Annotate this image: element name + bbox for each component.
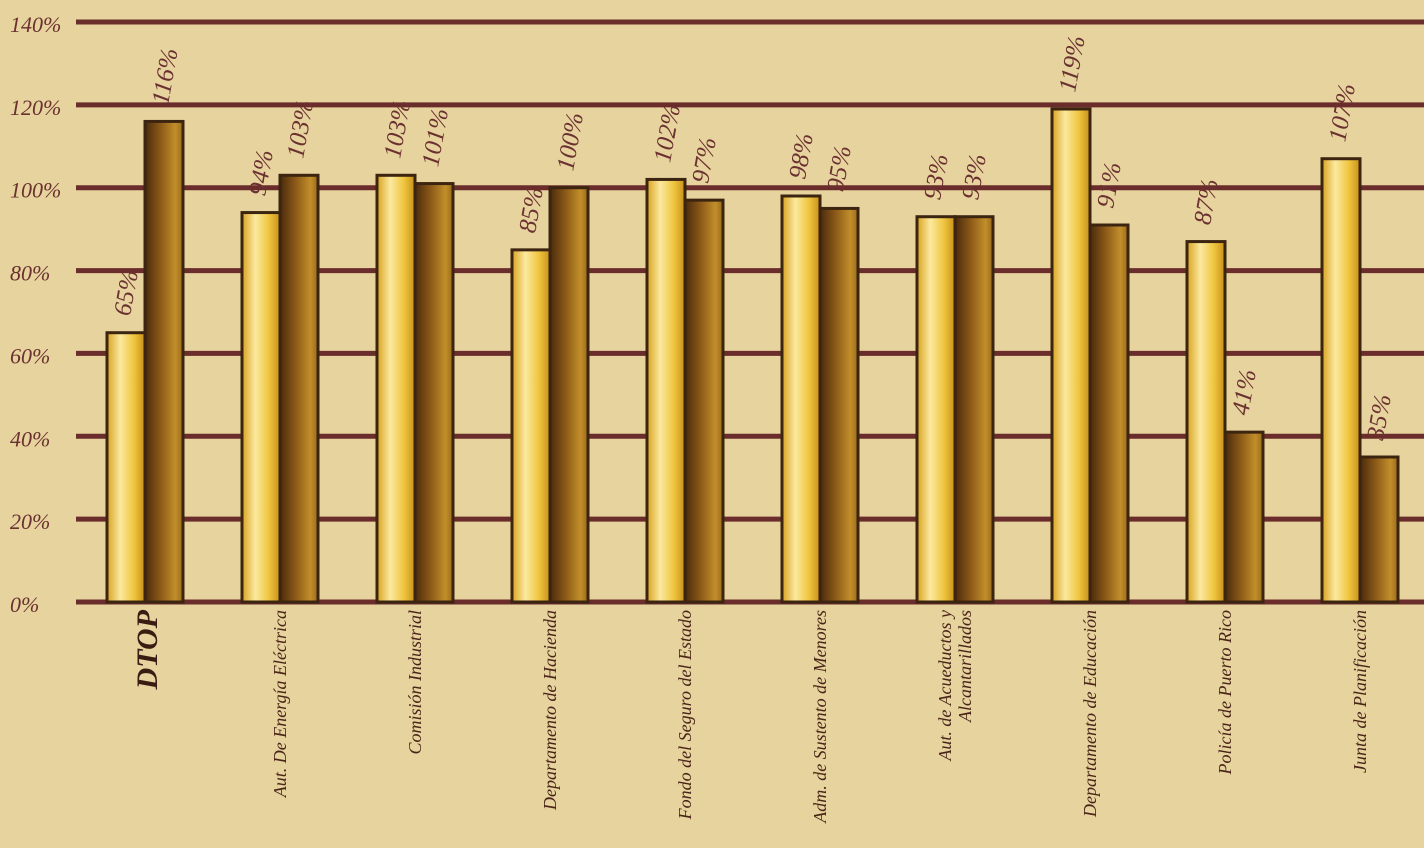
x-tick-label: Fondo del Seguro del Estado [675,610,695,820]
x-tick-label-line: Alcantarillados [955,610,975,723]
x-tick-label-line: Fondo del Seguro del Estado [675,610,695,820]
x-tick-label: Junta de Planificación [1350,610,1370,773]
bar [1088,223,1130,604]
bar [240,211,282,604]
y-tick-label: 40% [10,426,50,451]
data-label: 91% [1092,160,1127,210]
bar [375,173,417,604]
x-tick-label: DTOP [131,609,164,690]
x-axis: DTOP Aut. De Energía Eléctrica Comisión In… [131,609,1370,823]
bar [143,119,185,604]
bar [1358,455,1400,604]
x-tick-label: Departamento de Educación [1080,610,1100,818]
bar [105,331,147,604]
x-tick-label: Aut. de Acueductos yAlcantarillados [935,610,975,762]
x-tick-label: Comisión Industrial [405,610,425,755]
bar [1320,157,1362,604]
x-tick-label: Aut. De Energía Eléctrica [270,610,290,798]
y-tick-label: 100% [10,178,61,203]
x-tick-label-line: Aut. de Acueductos y [935,610,955,762]
x-tick-label-line: Junta de Planificación [1350,610,1370,773]
data-label: 98% [784,131,819,181]
bar [683,198,725,604]
data-label: 93% [957,152,992,202]
bar [645,177,687,604]
data-label: 103% [282,98,319,160]
x-tick-label-line: DTOP [131,609,164,690]
y-tick-label: 20% [10,509,50,534]
data-label: 101% [417,106,454,168]
x-tick-label-line: Comisión Industrial [405,610,425,755]
data-label: 93% [919,152,954,202]
data-label: 41% [1227,367,1262,417]
bars [105,107,1400,604]
x-tick-label-line: Policía de Puerto Rico [1215,610,1235,775]
bar [953,215,995,604]
bar [510,248,552,604]
y-axis: 0% 20% 40% 60% 80% 100% 120% 140% [10,12,61,617]
bar [1223,430,1265,604]
bar [278,173,320,604]
y-tick-label: 140% [10,12,61,37]
x-tick-label: Policía de Puerto Rico [1215,610,1235,775]
data-label: 97% [687,135,722,185]
bar [818,206,860,604]
data-label: 87% [1189,177,1224,227]
y-tick-label: 0% [10,592,39,617]
x-tick-label-line: Adm. de Sustento de Menores [810,610,830,824]
bar [915,215,957,604]
data-label: 116% [147,46,183,106]
bar [780,194,822,604]
data-label: 103% [379,98,416,160]
data-label: 100% [552,111,589,173]
data-label: 107% [1324,82,1361,144]
bar [1050,107,1092,604]
data-label: 65% [109,268,144,318]
data-label: 119% [1054,34,1090,94]
x-tick-label-line: Departamento de Hacienda [540,610,560,811]
bar [548,186,590,604]
bar [1185,240,1227,604]
y-tick-label: 120% [10,95,61,120]
x-tick-label-line: Aut. De Energía Eléctrica [270,610,290,798]
x-tick-label: Departamento de Hacienda [540,610,560,811]
y-tick-label: 80% [10,261,50,286]
data-label: 85% [514,185,549,235]
data-label: 102% [649,102,686,164]
y-tick-label: 60% [10,343,50,368]
x-tick-label-line: Departamento de Educación [1080,610,1100,818]
bar [413,182,455,604]
x-tick-label: Adm. de Sustento de Menores [810,610,830,824]
